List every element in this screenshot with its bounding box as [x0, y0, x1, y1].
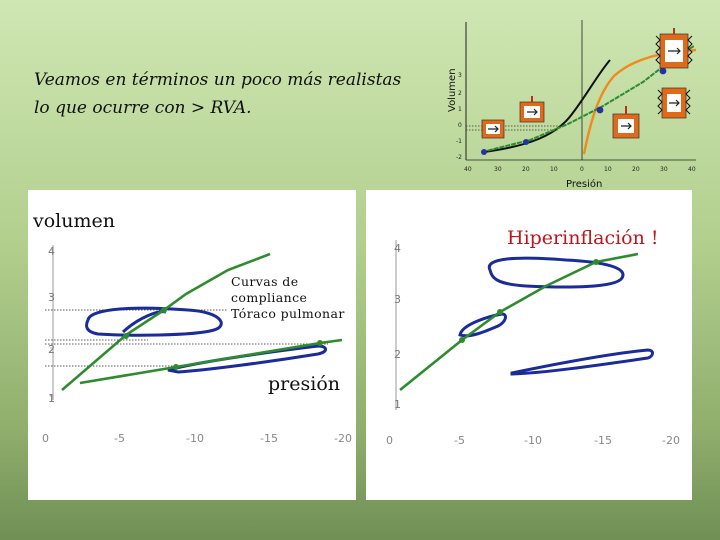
left-panel: 4 3 2 1 0 -5 -10 -15 -20 volumen Curvas …	[28, 190, 356, 500]
top-ytick: 1	[458, 106, 462, 113]
top-xtick: 20	[522, 166, 530, 173]
green-point	[459, 337, 465, 343]
top-xtick: 10	[550, 166, 558, 173]
hyperinflation-loop-small	[458, 312, 507, 338]
lung-chest-icon	[612, 106, 640, 139]
right-panel-chart: 4 3 2 1 0 -5 -10 -15 -20	[386, 240, 680, 447]
curve-point	[481, 149, 487, 155]
left-panel-chart: 4 3 2 1 0 -5 -10 -15 -20	[42, 245, 352, 445]
right-xtick: -15	[594, 434, 612, 447]
left-xtick: -5	[114, 432, 125, 445]
lung-chest-icon	[655, 28, 693, 69]
right-ytick: 2	[394, 348, 401, 361]
annotation-line: Curvas de	[231, 274, 299, 289]
top-xtick: 40	[688, 166, 696, 173]
top-ytick: 2	[458, 90, 462, 97]
top-ytick: 0	[458, 122, 462, 129]
green-compliance-line	[399, 252, 639, 392]
top-ytick: 3	[458, 72, 462, 79]
compliance-loop-upper	[85, 306, 223, 337]
left-ytick: 2	[48, 343, 55, 356]
curve-point	[659, 67, 667, 75]
left-ytick: 1	[48, 392, 55, 405]
top-chart-xlabel: Presión	[566, 178, 602, 190]
green-point	[497, 309, 503, 315]
curve-point	[596, 106, 604, 114]
top-xtick: 0	[580, 166, 584, 173]
compliance-annotation: Curvas de compliance Tóraco pulmonar	[231, 274, 351, 322]
top-ytick: -1	[456, 138, 462, 145]
top-ytick: -2	[456, 154, 462, 161]
right-xtick: 0	[386, 434, 393, 447]
hyperinflation-loop-lower	[510, 348, 654, 376]
green-compliance-line-steep	[61, 252, 271, 391]
right-ytick: 3	[394, 293, 401, 306]
lung-chest-icon	[657, 87, 691, 119]
right-panel: 4 3 2 1 0 -5 -10 -15 -20 Hiperinflación …	[366, 190, 692, 500]
volume-label: volumen	[33, 210, 115, 232]
slide-title: Veamos en términos un poco más realistas…	[34, 70, 402, 118]
black-curve	[483, 59, 611, 153]
hyperinflation-loop-upper	[487, 256, 625, 289]
left-xtick: -10	[186, 432, 204, 445]
lung-chest-icon	[519, 96, 545, 123]
left-xtick: -20	[334, 432, 352, 445]
hyperinflation-title: Hiperinflación !	[507, 227, 659, 249]
annotation-line: compliance	[231, 290, 308, 305]
green-curve	[481, 45, 695, 153]
right-xtick: -5	[454, 434, 465, 447]
top-chart: Volumen 3 2 1 0 -1 -2 40 30 20 10 0 10 2…	[447, 20, 697, 190]
lung-chest-icon	[481, 119, 505, 139]
left-xtick: 0	[42, 432, 49, 445]
green-point	[161, 307, 167, 313]
green-point	[173, 364, 179, 370]
left-ytick: 4	[48, 245, 55, 258]
top-xtick: 40	[464, 166, 472, 173]
top-xtick: 30	[660, 166, 668, 173]
top-xtick: 20	[632, 166, 640, 173]
green-point	[123, 333, 129, 339]
right-xtick: -10	[524, 434, 542, 447]
compliance-loop-lower	[167, 344, 327, 374]
top-xtick: 30	[494, 166, 502, 173]
green-point	[593, 259, 599, 265]
green-compliance-line-flat	[79, 338, 343, 385]
green-point	[317, 340, 323, 346]
left-ytick: 3	[48, 291, 55, 304]
right-ytick: 4	[394, 242, 401, 255]
right-xtick: -20	[662, 434, 680, 447]
right-ytick: 1	[394, 398, 401, 411]
annotation-line: Tóraco pulmonar	[231, 306, 345, 321]
curve-point	[523, 139, 529, 145]
top-chart-ylabel: Volumen	[447, 68, 458, 112]
left-xtick: -15	[260, 432, 278, 445]
pressure-label: presión	[268, 373, 340, 395]
top-xtick: 10	[604, 166, 612, 173]
